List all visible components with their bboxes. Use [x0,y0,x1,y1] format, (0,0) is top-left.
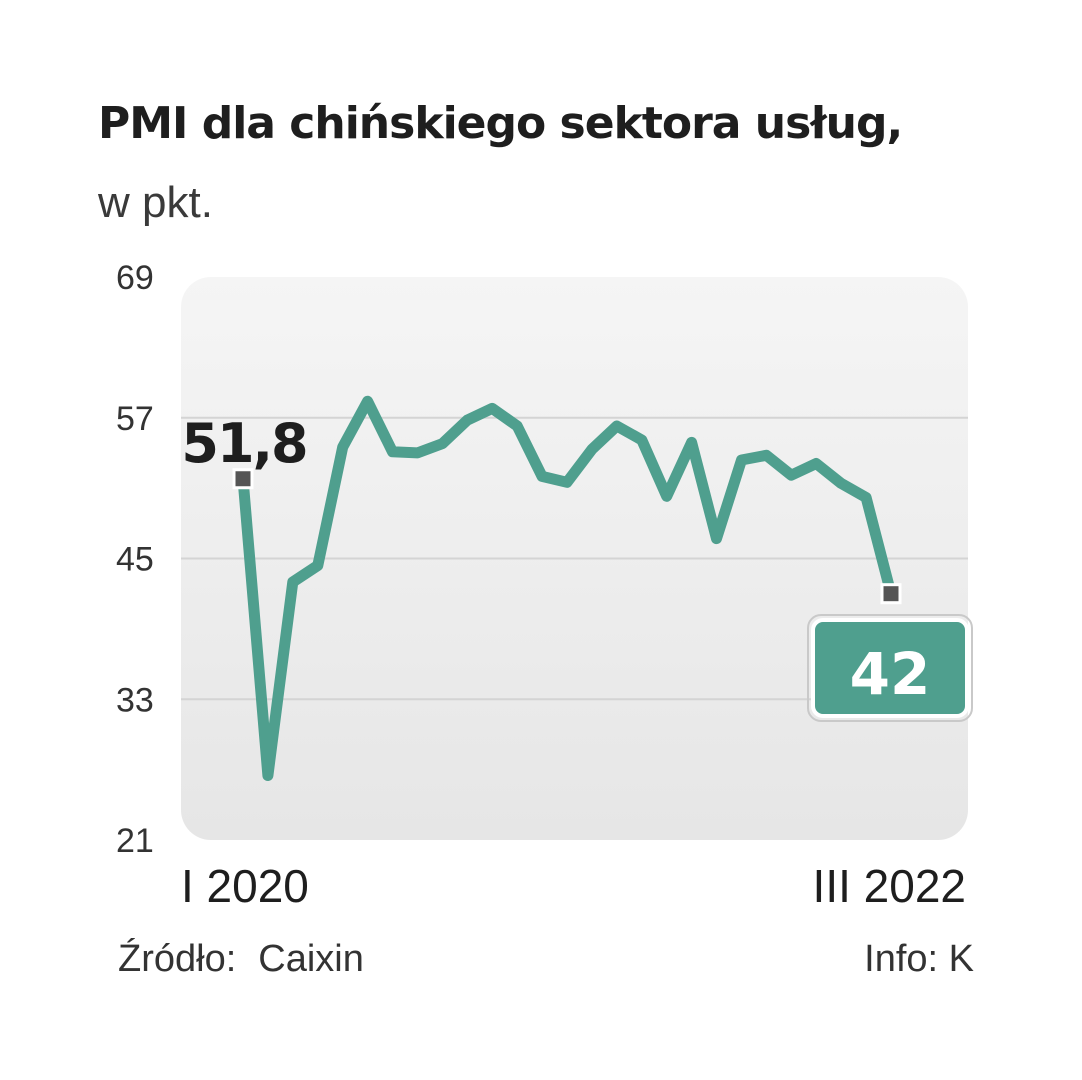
y-tick-label: 21 [116,822,154,860]
y-tick-label: 33 [116,681,154,719]
data-point-marker [880,583,902,605]
credit-note: Info: K [864,938,974,980]
y-tick-label: 45 [116,541,154,579]
x-tick-label: I 2020 [181,860,309,912]
x-axis-ticks: I 2020 III 2022 [181,860,966,912]
source-value: Caixin [258,938,364,980]
y-tick-label: 69 [116,259,154,297]
y-axis-ticks: 69 57 45 33 21 [116,259,154,860]
chart-title: PMI dla chińskiego sektora usług, [98,98,903,149]
data-labels: 51,8 42 [181,412,973,722]
x-tick-label: III 2022 [813,860,966,912]
data-point-marker [232,468,254,490]
series-line-layer [237,395,897,781]
first-value-label: 51,8 [181,412,306,475]
series-line [237,395,897,781]
source-label: Źródło: [118,938,237,980]
last-value-badge: 42 [807,614,973,722]
last-value-label: 42 [850,640,931,708]
source-note: Źródło: Caixin [118,938,364,981]
last-value-box [811,618,969,718]
chart-subtitle: w pkt. [98,178,213,227]
markers [232,468,902,605]
y-tick-label: 57 [116,400,154,438]
last-value-box-outline [807,614,973,722]
